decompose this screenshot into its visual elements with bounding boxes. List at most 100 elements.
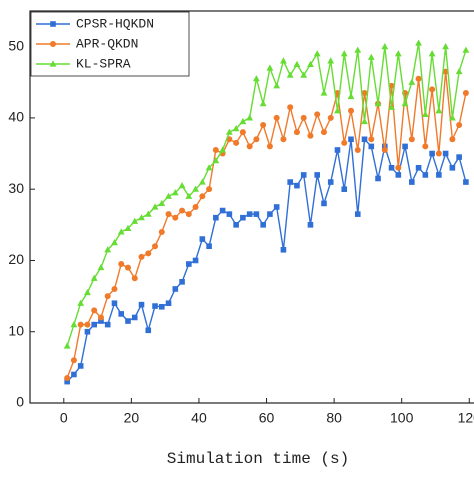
marker [462,46,470,53]
marker [408,136,415,143]
x-tick-label: 0 [60,410,68,426]
marker [374,100,382,107]
legend: CPSR-HQKDN APR-QKDN KL-SPRA [30,11,190,77]
marker [348,107,355,114]
marker [138,301,145,308]
marker [354,46,362,53]
marker [124,264,131,271]
marker [206,186,213,193]
marker [172,214,179,221]
marker [158,228,165,235]
marker [104,293,111,300]
marker [178,182,186,189]
marker [225,128,233,135]
marker [97,314,104,321]
marker [111,285,118,292]
marker [395,172,402,178]
marker [341,139,348,146]
marker [313,50,321,57]
marker [104,246,112,253]
y-tick-label: 0 [16,394,24,410]
marker [381,146,388,153]
marker [456,122,463,129]
marker [125,318,131,324]
marker [70,321,78,328]
marker [185,211,192,218]
marker [219,146,227,153]
marker [375,175,381,182]
marker [84,321,91,328]
marker [138,253,145,260]
marker [165,211,172,218]
marker [429,86,436,93]
marker [442,43,450,50]
marker [192,257,199,264]
marker [334,147,341,153]
marker [314,111,321,118]
marker [260,222,266,228]
marker [144,210,152,217]
marker [104,321,111,328]
marker [246,114,254,121]
marker [63,342,71,349]
marker [287,104,294,111]
x-tick-label: 20 [124,410,140,426]
marker [286,71,294,78]
marker [334,107,341,114]
marker [233,222,239,228]
marker [64,375,71,382]
marker [300,172,307,178]
marker [421,110,429,117]
marker [253,211,260,217]
marker [239,129,246,136]
marker [408,78,416,85]
marker [232,125,240,132]
legend-marker [50,21,56,27]
line [66,71,467,379]
marker [367,53,375,60]
marker [198,178,206,185]
marker [118,311,125,317]
marker [300,71,308,78]
marker [165,192,172,199]
series [64,136,469,385]
marker [401,100,409,107]
marker [415,75,422,82]
marker [179,207,186,214]
marker [253,136,260,143]
marker [293,129,300,136]
marker [152,243,159,250]
marker [402,143,408,150]
marker [448,114,456,121]
marker [145,327,152,334]
marker [226,211,233,217]
marker [266,64,274,71]
marker [145,250,152,257]
marker [415,165,422,171]
y-tick-label: 50 [8,37,24,53]
marker [442,150,449,157]
marker [320,129,327,136]
legend-marker [49,60,57,67]
marker [186,261,192,267]
marker [409,179,415,185]
marker [314,172,321,178]
marker [347,92,355,100]
marker [212,157,220,164]
marker [388,82,395,89]
marker [435,150,442,157]
marker [327,114,334,121]
marker [307,132,314,139]
marker [388,165,395,171]
marker [462,89,469,96]
marker [354,211,361,217]
marker [442,68,449,75]
marker [273,82,281,89]
marker [280,246,287,253]
marker [273,204,280,210]
legend-label: KL-SPRA [76,56,131,71]
x-tick-label: 60 [259,410,275,426]
marker [361,89,368,96]
marker [64,378,70,385]
